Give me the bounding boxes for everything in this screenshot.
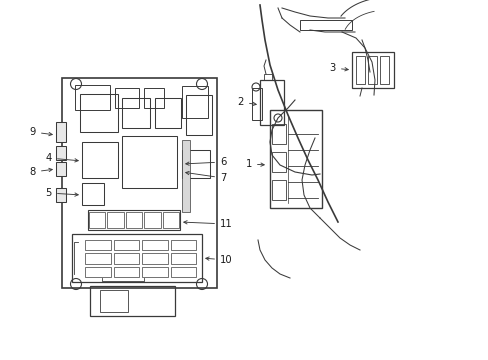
Bar — [170, 253, 196, 264]
Bar — [113, 253, 139, 264]
Bar — [299, 20, 351, 30]
Bar — [142, 267, 167, 277]
Bar — [56, 162, 66, 176]
Bar — [351, 52, 393, 88]
Text: 4: 4 — [46, 153, 78, 163]
Bar — [85, 240, 110, 250]
Bar — [260, 80, 284, 125]
Bar — [62, 78, 217, 288]
Bar — [271, 152, 285, 172]
Bar — [355, 56, 364, 84]
Text: 5: 5 — [45, 188, 78, 198]
Bar — [115, 88, 139, 108]
Bar — [75, 85, 110, 110]
Text: 2: 2 — [237, 97, 256, 107]
Bar — [185, 95, 212, 135]
Bar — [85, 253, 110, 264]
Bar — [163, 212, 179, 228]
Bar — [182, 140, 190, 212]
Bar — [170, 267, 196, 277]
Bar — [142, 240, 167, 250]
Bar — [271, 180, 285, 200]
Bar — [125, 212, 142, 228]
Text: 3: 3 — [329, 63, 347, 73]
Text: 9: 9 — [30, 127, 52, 137]
Text: 7: 7 — [185, 171, 226, 183]
Text: 8: 8 — [30, 167, 52, 177]
Bar — [155, 98, 181, 128]
Bar — [122, 98, 150, 128]
Text: 10: 10 — [205, 255, 232, 265]
Bar — [122, 136, 177, 188]
Bar — [107, 212, 123, 228]
Bar — [269, 110, 321, 208]
Text: 6: 6 — [185, 157, 226, 167]
Bar — [182, 86, 207, 118]
Bar — [90, 286, 175, 316]
Bar — [88, 210, 180, 230]
Bar — [251, 88, 262, 120]
Bar — [89, 212, 105, 228]
Bar — [143, 88, 163, 108]
Bar — [142, 253, 167, 264]
Bar — [72, 234, 202, 282]
Bar — [56, 146, 66, 160]
Bar — [144, 212, 160, 228]
Bar — [182, 150, 209, 178]
Bar — [56, 122, 66, 142]
Text: 11: 11 — [183, 219, 232, 229]
Bar — [170, 240, 196, 250]
Bar — [100, 290, 128, 312]
Bar — [113, 240, 139, 250]
Bar — [271, 124, 285, 144]
Bar — [367, 56, 376, 84]
Bar — [56, 188, 66, 202]
Bar — [379, 56, 388, 84]
Bar — [82, 142, 118, 178]
Bar — [80, 94, 118, 132]
Bar — [82, 183, 104, 205]
Bar — [113, 267, 139, 277]
Text: 1: 1 — [245, 159, 264, 169]
Bar — [85, 267, 110, 277]
Bar — [264, 74, 271, 80]
